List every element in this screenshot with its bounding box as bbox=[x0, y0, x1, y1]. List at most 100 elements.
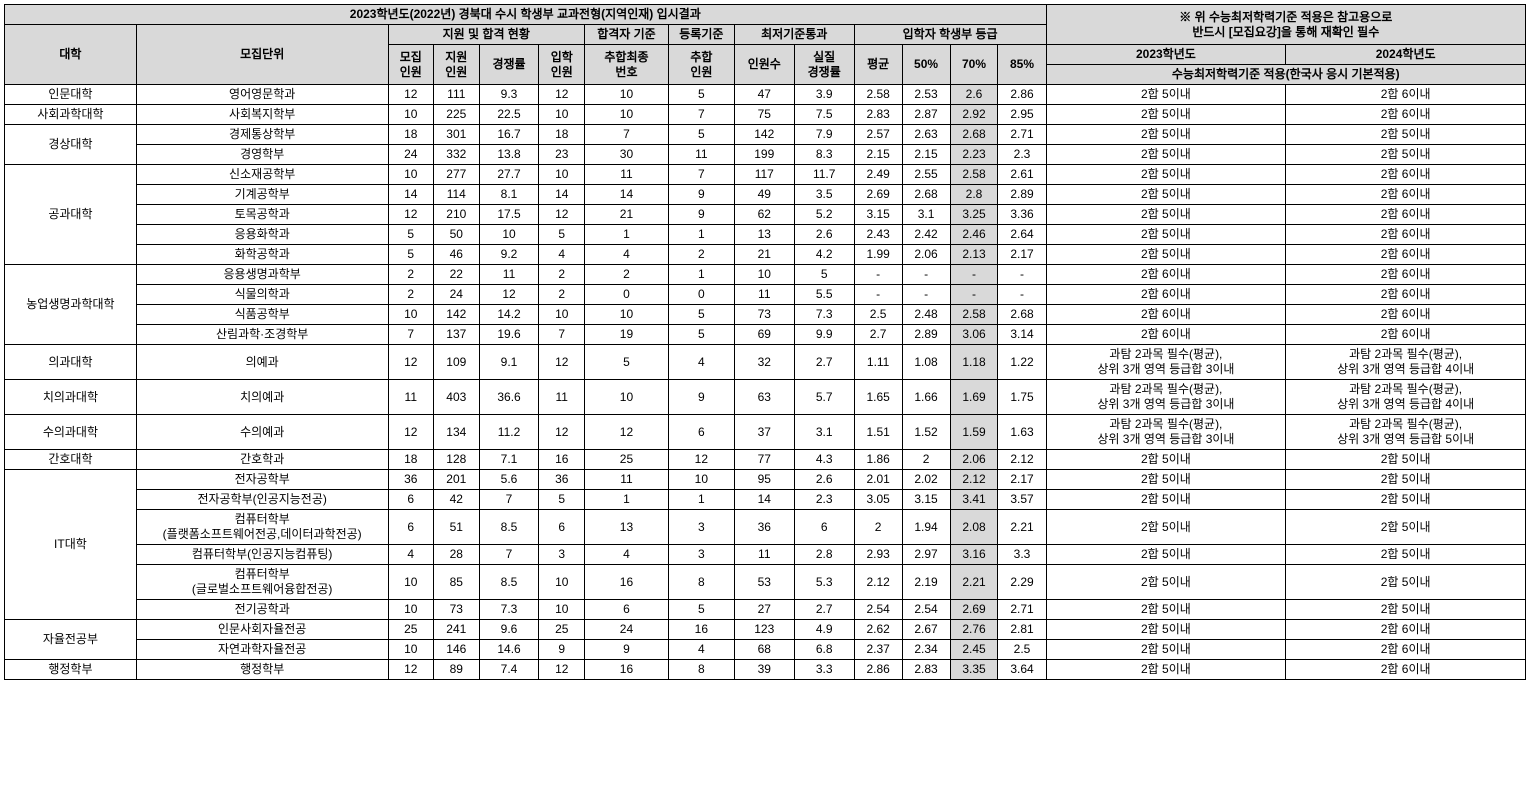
y23-cell: 2합 5이내 bbox=[1046, 510, 1286, 545]
p70-cell: 3.16 bbox=[950, 545, 998, 565]
table-row: IT대학전자공학부362015.6361110952.62.012.022.12… bbox=[5, 470, 1526, 490]
table-row: 토목공학과1221017.512219625.23.153.13.253.362… bbox=[5, 205, 1526, 225]
recruit-cell: 2 bbox=[388, 285, 434, 305]
col-avg: 평균 bbox=[854, 45, 902, 85]
unit-cell: 전기공학과 bbox=[136, 600, 388, 620]
table-row: 사회과학대학사회복지학부1022522.510107757.52.832.872… bbox=[5, 105, 1526, 125]
addreg-cell: 4 bbox=[668, 345, 734, 380]
comp-cell: 8.5 bbox=[479, 510, 539, 545]
avg-cell: 2.15 bbox=[854, 145, 902, 165]
table-row: 응용화학과55010511132.62.432.422.462.642합 5이내… bbox=[5, 225, 1526, 245]
addreg-cell: 5 bbox=[668, 325, 734, 345]
col-p50: 50% bbox=[902, 45, 950, 85]
recruit-cell: 5 bbox=[388, 225, 434, 245]
addreg-cell: 10 bbox=[668, 470, 734, 490]
p50-cell: 2.55 bbox=[902, 165, 950, 185]
apply-cell: 51 bbox=[434, 510, 480, 545]
avg-cell: 3.05 bbox=[854, 490, 902, 510]
admit-cell: 12 bbox=[539, 415, 585, 450]
numpass-cell: 27 bbox=[734, 600, 794, 620]
unit-cell: 화학공학과 bbox=[136, 245, 388, 265]
realcomp-cell: 6 bbox=[794, 510, 854, 545]
addreg-cell: 5 bbox=[668, 125, 734, 145]
college-cell: 사회과학대학 bbox=[5, 105, 137, 125]
college-cell: IT대학 bbox=[5, 470, 137, 620]
addpass-cell: 12 bbox=[585, 415, 669, 450]
y23-cell: 2합 5이내 bbox=[1046, 85, 1286, 105]
addpass-cell: 6 bbox=[585, 600, 669, 620]
p70-cell: 2.58 bbox=[950, 165, 998, 185]
comp-cell: 8.1 bbox=[479, 185, 539, 205]
apply-cell: 201 bbox=[434, 470, 480, 490]
addreg-cell: 16 bbox=[668, 620, 734, 640]
unit-cell: 행정학부 bbox=[136, 660, 388, 680]
p50-cell: - bbox=[902, 285, 950, 305]
avg-cell: 2.37 bbox=[854, 640, 902, 660]
y23-cell: 2합 5이내 bbox=[1046, 600, 1286, 620]
admit-cell: 9 bbox=[539, 640, 585, 660]
comp-cell: 11.2 bbox=[479, 415, 539, 450]
unit-cell: 인문사회자율전공 bbox=[136, 620, 388, 640]
numpass-cell: 14 bbox=[734, 490, 794, 510]
p70-cell: 1.69 bbox=[950, 380, 998, 415]
y23-cell: 2합 5이내 bbox=[1046, 565, 1286, 600]
p50-cell: 2.48 bbox=[902, 305, 950, 325]
p85-cell: 2.17 bbox=[998, 245, 1046, 265]
y23-cell: 2합 5이내 bbox=[1046, 245, 1286, 265]
recruit-cell: 25 bbox=[388, 620, 434, 640]
unit-cell: 자연과학자율전공 bbox=[136, 640, 388, 660]
avg-cell: - bbox=[854, 265, 902, 285]
realcomp-cell: 11.7 bbox=[794, 165, 854, 185]
p85-cell: 2.81 bbox=[998, 620, 1046, 640]
y24-cell: 과탐 2과목 필수(평균), 상위 3개 영역 등급합 4이내 bbox=[1286, 380, 1526, 415]
group-status: 지원 및 합격 현황 bbox=[388, 25, 585, 45]
addpass-cell: 5 bbox=[585, 345, 669, 380]
p50-cell: 1.66 bbox=[902, 380, 950, 415]
comp-cell: 8.5 bbox=[479, 565, 539, 600]
apply-cell: 142 bbox=[434, 305, 480, 325]
college-cell: 행정학부 bbox=[5, 660, 137, 680]
p50-cell: 2.54 bbox=[902, 600, 950, 620]
addpass-cell: 30 bbox=[585, 145, 669, 165]
numpass-cell: 68 bbox=[734, 640, 794, 660]
note-title: ※ 위 수능최저학력기준 적용은 참고용으로 반드시 [모집요강]을 통해 재확… bbox=[1046, 5, 1525, 45]
college-cell: 농업생명과학대학 bbox=[5, 265, 137, 345]
addpass-cell: 0 bbox=[585, 285, 669, 305]
y23-cell: 2합 5이내 bbox=[1046, 225, 1286, 245]
p70-cell: 1.59 bbox=[950, 415, 998, 450]
comp-cell: 7.3 bbox=[479, 600, 539, 620]
apply-cell: 137 bbox=[434, 325, 480, 345]
p85-cell: 1.63 bbox=[998, 415, 1046, 450]
admit-cell: 10 bbox=[539, 565, 585, 600]
comp-cell: 27.7 bbox=[479, 165, 539, 185]
realcomp-cell: 2.8 bbox=[794, 545, 854, 565]
p85-cell: 3.64 bbox=[998, 660, 1046, 680]
recruit-cell: 10 bbox=[388, 105, 434, 125]
col-2023: 2023학년도 bbox=[1046, 45, 1286, 65]
table-row: 컴퓨터학부 (글로벌소프트웨어융합전공)10858.510168535.32.1… bbox=[5, 565, 1526, 600]
realcomp-cell: 3.3 bbox=[794, 660, 854, 680]
apply-cell: 225 bbox=[434, 105, 480, 125]
addreg-cell: 7 bbox=[668, 105, 734, 125]
col-addreg: 추합 인원 bbox=[668, 45, 734, 85]
numpass-cell: 142 bbox=[734, 125, 794, 145]
numpass-cell: 69 bbox=[734, 325, 794, 345]
apply-cell: 28 bbox=[434, 545, 480, 565]
unit-cell: 토목공학과 bbox=[136, 205, 388, 225]
apply-cell: 73 bbox=[434, 600, 480, 620]
p50-cell: 2.89 bbox=[902, 325, 950, 345]
y24-cell: 2합 6이내 bbox=[1286, 265, 1526, 285]
comp-cell: 9.6 bbox=[479, 620, 539, 640]
addreg-cell: 6 bbox=[668, 415, 734, 450]
recruit-cell: 12 bbox=[388, 85, 434, 105]
p70-cell: 2.58 bbox=[950, 305, 998, 325]
recruit-cell: 7 bbox=[388, 325, 434, 345]
addpass-cell: 16 bbox=[585, 565, 669, 600]
admit-cell: 10 bbox=[539, 600, 585, 620]
y23-cell: 2합 5이내 bbox=[1046, 105, 1286, 125]
recruit-cell: 36 bbox=[388, 470, 434, 490]
unit-cell: 수의예과 bbox=[136, 415, 388, 450]
avg-cell: - bbox=[854, 285, 902, 305]
apply-cell: 301 bbox=[434, 125, 480, 145]
unit-cell: 영어영문학과 bbox=[136, 85, 388, 105]
